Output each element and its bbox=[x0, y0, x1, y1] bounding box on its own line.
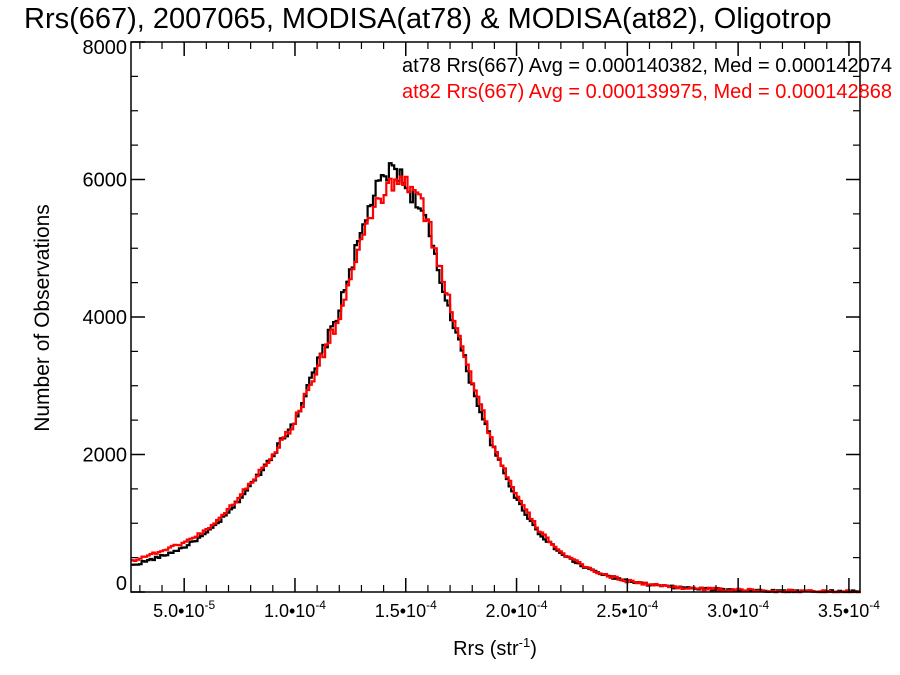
x-tick-label: 3.0•10-4 bbox=[707, 598, 769, 621]
y-tick-label: 8000 bbox=[83, 37, 128, 59]
legend-entry-at78: at78 Rrs(667) Avg = 0.000140382, Med = 0… bbox=[402, 55, 892, 77]
y-tick-label: 4000 bbox=[83, 307, 128, 329]
y-axis-label: Number of Observations bbox=[31, 204, 54, 432]
x-tick-label: 3.5•10-4 bbox=[818, 598, 880, 621]
y-tick-label: 6000 bbox=[83, 170, 128, 192]
x-tick-label: 2.0•10-4 bbox=[486, 598, 548, 621]
x-tick-label: 1.5•10-4 bbox=[375, 598, 437, 621]
y-tick-label: 0 bbox=[116, 573, 127, 595]
x-axis-label-close: ) bbox=[530, 638, 537, 660]
chart-title: Rrs(667), 2007065, MODISA(at78) & MODISA… bbox=[24, 3, 831, 35]
legend-entry-at82: at82 Rrs(667) Avg = 0.000139975, Med = 0… bbox=[402, 81, 892, 103]
plot-frame bbox=[130, 41, 861, 593]
plot-area: 0 2000 4000 6000 8000 5.0•10-5 1.0•10-4 1.5•10-… bbox=[83, 37, 881, 621]
x-tick-label: 1.0•10-4 bbox=[264, 598, 326, 621]
x-axis-label-exponent: -1 bbox=[519, 635, 531, 650]
y-tick-label: 2000 bbox=[83, 445, 128, 467]
x-tick-label: 2.5•10-4 bbox=[596, 598, 658, 621]
x-tick-label: 5.0•10-5 bbox=[153, 598, 215, 621]
x-axis-label: Rrs (str-1) bbox=[453, 635, 537, 660]
x-axis-label-main: Rrs (str bbox=[453, 638, 519, 660]
series-at78-line bbox=[131, 162, 861, 594]
series-at82-line bbox=[131, 175, 861, 594]
